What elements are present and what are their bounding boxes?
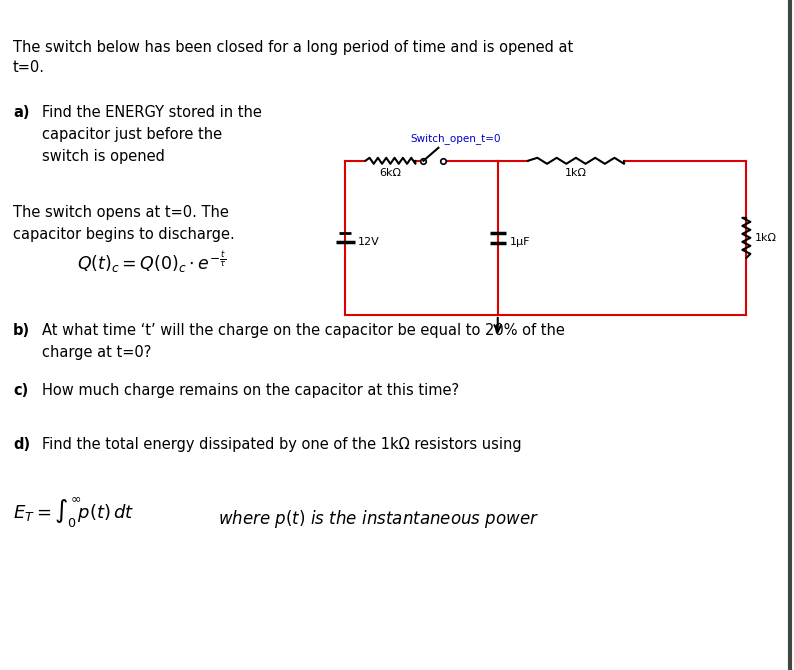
Text: 1kΩ: 1kΩ xyxy=(754,233,777,243)
Text: a): a) xyxy=(13,105,29,120)
Text: 1kΩ: 1kΩ xyxy=(565,168,587,178)
Text: capacitor just before the: capacitor just before the xyxy=(42,127,222,142)
Text: The switch below has been closed for a long period of time and is opened at: The switch below has been closed for a l… xyxy=(13,40,573,55)
Text: Switch_open_t=0: Switch_open_t=0 xyxy=(410,133,501,144)
Text: charge at t=0?: charge at t=0? xyxy=(42,345,152,360)
Text: switch is opened: switch is opened xyxy=(42,149,165,164)
Text: $E_T = \int_0^{\infty}\! p(t)\,dt$: $E_T = \int_0^{\infty}\! p(t)\,dt$ xyxy=(13,496,134,530)
Text: 6kΩ: 6kΩ xyxy=(380,168,402,178)
Text: Find the total energy dissipated by one of the 1kΩ resistors using: Find the total energy dissipated by one … xyxy=(42,437,522,452)
Text: The switch opens at t=0. The: The switch opens at t=0. The xyxy=(13,205,229,220)
Text: c): c) xyxy=(13,383,29,398)
Text: 12V: 12V xyxy=(357,237,380,247)
Text: capacitor begins to discharge.: capacitor begins to discharge. xyxy=(13,227,235,242)
Text: d): d) xyxy=(13,437,30,452)
Text: $Q(t)_c = Q(0)_c \cdot e^{-\frac{t}{\tau}}$: $Q(t)_c = Q(0)_c \cdot e^{-\frac{t}{\tau… xyxy=(77,249,226,275)
Text: At what time ‘t’ will the charge on the capacitor be equal to 20% of the: At what time ‘t’ will the charge on the … xyxy=(42,323,565,338)
Text: t=0.: t=0. xyxy=(13,60,45,75)
Text: b): b) xyxy=(13,323,30,338)
Text: Find the ENERGY stored in the: Find the ENERGY stored in the xyxy=(42,105,262,120)
Text: $\mathit{where\ p(t)\ is\ the\ instantaneous\ power}$: $\mathit{where\ p(t)\ is\ the\ instantan… xyxy=(218,508,539,530)
Text: 1μF: 1μF xyxy=(510,237,530,247)
Text: How much charge remains on the capacitor at this time?: How much charge remains on the capacitor… xyxy=(42,383,459,398)
